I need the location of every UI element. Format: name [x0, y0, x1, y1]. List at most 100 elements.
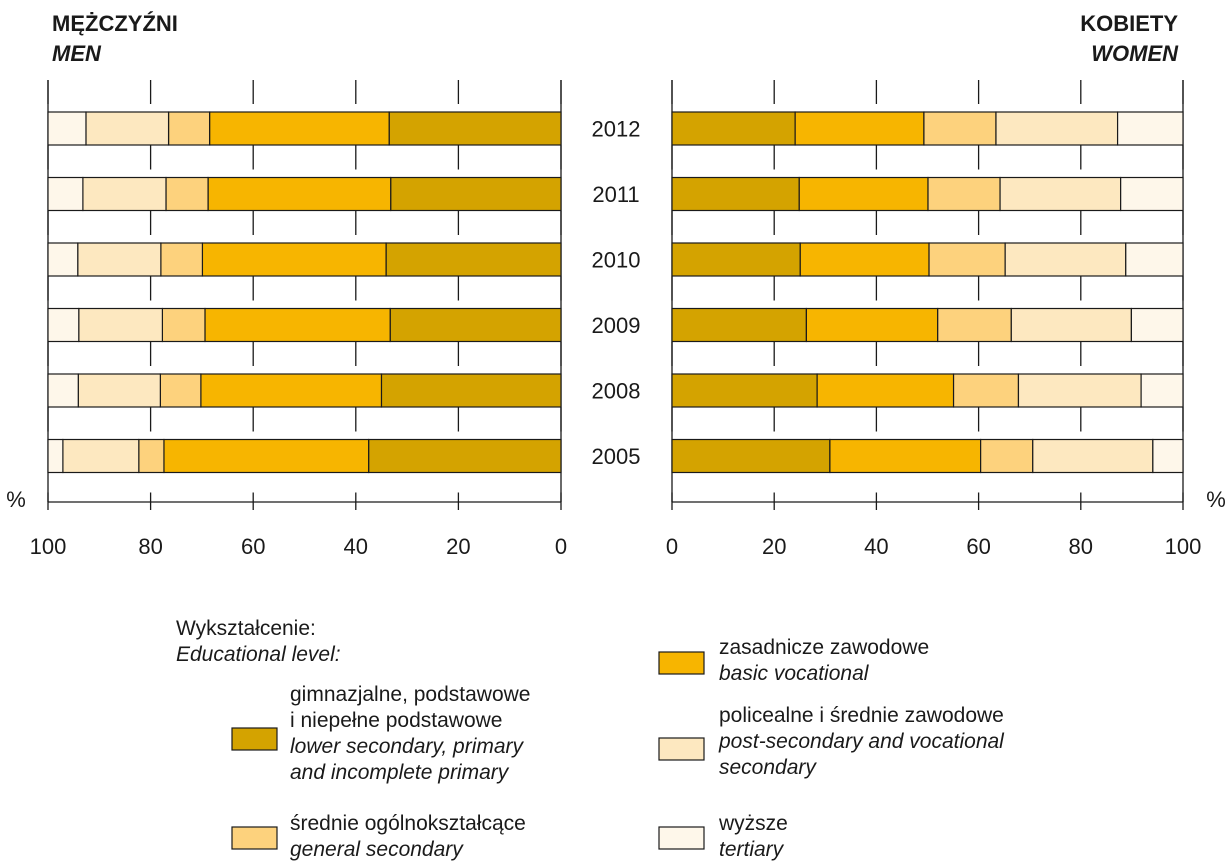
men-bar-tertiary-2010 — [47, 242, 79, 277]
women-bar-lower-secondary-2009 — [671, 307, 807, 343]
legend-title-en: Educational level: — [176, 643, 341, 666]
legend-label-tertiary: wyższe — [718, 812, 788, 835]
men-tick-label: 40 — [344, 534, 368, 559]
men-bar-general-secondary-2009 — [161, 307, 206, 343]
women-bar-tertiary-2012 — [1116, 111, 1184, 146]
men-bar-tertiary-2012 — [47, 111, 87, 146]
women-bar-lower-secondary-2010 — [671, 242, 801, 277]
men-bar-tertiary-2005 — [47, 438, 64, 474]
men-bar-post-secondary-2005 — [62, 438, 140, 474]
men-bar-basic-vocational-2011 — [207, 176, 392, 212]
men-tick-label: 80 — [138, 534, 162, 559]
women-bar-basic-vocational-2011 — [798, 176, 929, 212]
men-bar-post-secondary-2012 — [85, 111, 170, 146]
legend-swatch-post-secondary — [658, 737, 705, 761]
men-tick-label: 0 — [555, 534, 567, 559]
women-bar-basic-vocational-2010 — [799, 242, 930, 277]
women-bar-general-secondary-2005 — [980, 438, 1034, 474]
legend-label-lower-secondary: i niepełne podstawowe — [290, 709, 502, 732]
men-bar-general-secondary-2005 — [138, 438, 165, 474]
legend-label-en-basic-vocational: basic vocational — [719, 662, 870, 685]
legend-label-en-tertiary: tertiary — [719, 838, 785, 861]
women-bar-post-secondary-2009 — [1010, 307, 1132, 343]
men-bar-tertiary-2008 — [47, 373, 79, 408]
men-bar-general-secondary-2012 — [167, 111, 211, 146]
men-tick-label: 20 — [446, 534, 470, 559]
women-tick-label: 40 — [864, 534, 888, 559]
legend-title: Wykształcenie: — [176, 617, 316, 640]
men-tick-label: 100 — [30, 534, 67, 559]
men-bar-tertiary-2011 — [47, 176, 84, 212]
men-bar-post-secondary-2011 — [82, 176, 167, 212]
men-bar-basic-vocational-2009 — [204, 307, 391, 343]
legend-label-en-lower-secondary: and incomplete primary — [290, 761, 510, 784]
men-bar-general-secondary-2010 — [160, 242, 204, 277]
men-bar-lower-secondary-2012 — [388, 111, 562, 146]
plot-area: 100 80 60 40 20 0 0 20 40 60 80 100 2012 2011 2010 2009… — [6, 80, 1226, 559]
women-bar-post-secondary-2011 — [999, 176, 1122, 212]
women-title: KOBIETY — [1080, 11, 1178, 36]
legend-label-en-post-secondary: secondary — [719, 756, 817, 779]
legend-label-en-general-secondary: general secondary — [290, 838, 464, 861]
legend-swatch-basic-vocational — [658, 651, 705, 675]
women-bar-lower-secondary-2005 — [671, 438, 831, 474]
women-bar-post-secondary-2005 — [1032, 438, 1154, 474]
legend-swatch-general-secondary — [231, 826, 278, 850]
men-bar-post-secondary-2010 — [77, 242, 162, 277]
legend-swatch-lower-secondary — [231, 727, 278, 751]
men-bar-lower-secondary-2011 — [390, 176, 562, 212]
women-tick-label: 0 — [666, 534, 678, 559]
legend-swatch-tertiary — [658, 826, 705, 850]
legend-label-basic-vocational: zasadnicze zawodowe — [719, 636, 929, 659]
women-bar-general-secondary-2009 — [937, 307, 1012, 343]
year-label: 2010 — [592, 248, 641, 273]
women-bar-lower-secondary-2008 — [671, 373, 818, 408]
men-subtitle: MEN — [52, 41, 102, 66]
women-tick-label: 100 — [1165, 534, 1202, 559]
men-title: MĘŻCZYŹNI — [52, 11, 178, 36]
women-bar-tertiary-2005 — [1152, 438, 1184, 474]
women-bar-basic-vocational-2009 — [805, 307, 939, 343]
unit-label-right: % — [1206, 487, 1226, 512]
legend: Wykształcenie: Educational level: gimnaz… — [176, 617, 1005, 861]
women-bar-basic-vocational-2008 — [816, 373, 955, 408]
legend-label-post-secondary: policealne i średnie zawodowe — [719, 704, 1004, 727]
women-bar-general-secondary-2010 — [928, 242, 1006, 277]
women-bar-lower-secondary-2011 — [671, 176, 800, 212]
men-bar-basic-vocational-2005 — [163, 438, 370, 474]
women-bar-tertiary-2008 — [1140, 373, 1184, 408]
women-bar-tertiary-2011 — [1120, 176, 1184, 212]
women-bar-general-secondary-2012 — [923, 111, 997, 146]
women-bar-post-secondary-2008 — [1017, 373, 1142, 408]
women-bar-basic-vocational-2005 — [829, 438, 982, 474]
men-bar-lower-secondary-2008 — [380, 373, 562, 408]
year-label: 2005 — [592, 444, 641, 469]
men-bar-general-secondary-2008 — [159, 373, 202, 408]
women-tick-label: 20 — [762, 534, 786, 559]
year-label: 2012 — [592, 117, 641, 142]
women-bar-lower-secondary-2012 — [671, 111, 796, 146]
women-bar-tertiary-2009 — [1130, 307, 1184, 343]
men-bar-post-secondary-2008 — [77, 373, 161, 408]
women-subtitle: WOMEN — [1091, 41, 1179, 66]
women-bar-post-secondary-2012 — [995, 111, 1119, 146]
men-bar-basic-vocational-2010 — [201, 242, 387, 277]
year-label: 2011 — [592, 182, 639, 207]
men-bar-tertiary-2009 — [47, 307, 80, 343]
women-bar-general-secondary-2008 — [952, 373, 1020, 408]
legend-label-lower-secondary: gimnazjalne, podstawowe — [290, 683, 530, 706]
men-bar-basic-vocational-2012 — [208, 111, 390, 146]
year-label: 2009 — [592, 313, 641, 338]
legend-label-en-lower-secondary: lower secondary, primary — [290, 735, 525, 758]
women-tick-label: 80 — [1069, 534, 1093, 559]
men-bar-lower-secondary-2005 — [368, 438, 562, 474]
year-label: 2008 — [592, 379, 641, 404]
women-bar-basic-vocational-2012 — [794, 111, 925, 146]
women-tick-label: 60 — [966, 534, 990, 559]
men-bar-general-secondary-2011 — [165, 176, 209, 212]
legend-label-en-post-secondary: post-secondary and vocational — [718, 730, 1005, 753]
legend-label-general-secondary: średnie ogólnokształcące — [290, 812, 526, 835]
men-bar-lower-secondary-2009 — [389, 307, 562, 343]
unit-label-left: % — [6, 487, 26, 512]
